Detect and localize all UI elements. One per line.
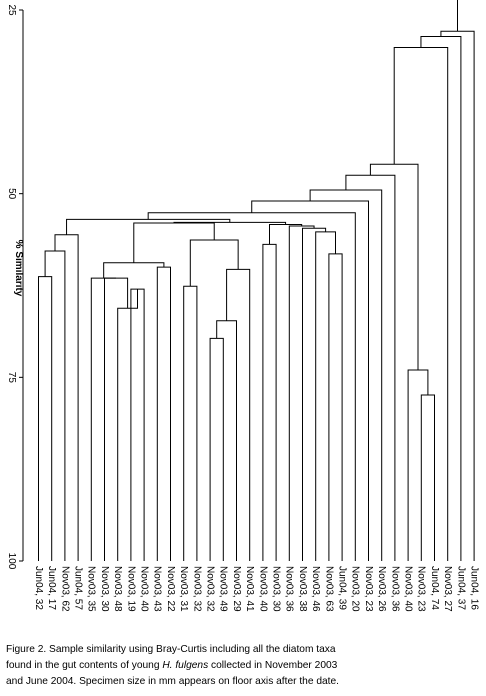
leaf-label: Nov03, 38: [297, 566, 308, 612]
y-axis-title: % Similarity: [13, 240, 24, 297]
leaf-label: Jun04, 32: [33, 566, 44, 610]
leaf-label: Nov03, 26: [376, 566, 387, 612]
leaf-label: Nov03, 31: [178, 566, 189, 612]
dendrogram-branch: [420, 35, 462, 561]
dendrogram-branches: [38, 0, 475, 561]
leaf-label: Jun04, 17: [46, 566, 57, 610]
leaf-label: Nov03, 29: [231, 566, 242, 612]
caption-line-2-start: found in the gut contents of young: [6, 660, 163, 671]
leaf-label: Nov03, 23: [363, 566, 374, 612]
dendrogram-branch: [288, 225, 315, 561]
dendrogram-branch: [189, 239, 239, 287]
caption-line-1: Figure 2. Sample similarity using Bray-C…: [6, 644, 336, 655]
caption-line-2-end: collected in November 2003: [208, 660, 338, 671]
leaf-label: Nov03, 41: [244, 566, 255, 612]
leaf-label: Nov03, 49: [218, 566, 229, 612]
dendrogram-branch: [44, 250, 66, 561]
dendrogram-branch: [369, 163, 419, 370]
dendrogram-branch: [269, 224, 303, 245]
leaf-label: Nov03, 62: [59, 566, 70, 612]
figure-caption: Figure 2. Sample similarity using Bray-C…: [6, 642, 480, 690]
dendrogram-branch: [103, 262, 165, 279]
dendrogram-branch: [117, 289, 138, 561]
leaf-labels: Jun04, 32 Jun04, 17 Nov03, 62 Jun04, 57 Nov0…: [33, 566, 480, 612]
leaf-label: Jun04, 57: [72, 566, 83, 610]
dendrogram-branch: [262, 243, 277, 561]
dendrogram-branch: [420, 394, 435, 561]
leaf-label: Nov03, 36: [389, 566, 400, 612]
y-tick-label: 100: [6, 553, 17, 570]
dendrogram-branch: [54, 234, 79, 561]
dendrogram-branch: [302, 227, 327, 561]
leaf-label: Nov03, 23: [416, 566, 427, 612]
leaf-label: Nov03, 32: [204, 566, 215, 612]
dendrogram-branch: [38, 276, 53, 561]
y-tick-label: 25: [6, 4, 17, 16]
leaf-label: Nov03, 22: [165, 566, 176, 612]
caption-line-3: and June 2004. Specimen size in mm appea…: [6, 676, 339, 687]
dendrogram-branch: [315, 231, 336, 561]
leaf-label: Nov03, 30: [99, 566, 110, 612]
leaf-label: Nov03, 40: [257, 566, 268, 612]
dendrogram-branch: [407, 369, 429, 561]
leaf-label: Jun04, 16: [468, 566, 479, 610]
y-axis: 25 50 75 100: [6, 4, 24, 570]
dendrogram-branch: [251, 200, 369, 561]
dendrogram-branch: [173, 221, 287, 225]
dendrogram-branch: [147, 212, 356, 561]
dendrogram-branch: [226, 268, 251, 561]
dendrogram-branch: [345, 174, 396, 561]
leaf-label: Nov03, 40: [402, 566, 413, 612]
leaf-label: Nov03, 27: [442, 566, 453, 612]
leaf-label: Nov03, 20: [350, 566, 361, 612]
leaf-label: Nov03, 19: [125, 566, 136, 612]
leaf-label: Jun04, 74: [429, 566, 440, 610]
y-tick-label: 75: [6, 372, 17, 384]
dendrogram-branch: [309, 189, 383, 561]
dendrogram-branch: [130, 288, 145, 561]
leaf-label: Nov03, 36: [284, 566, 295, 612]
dendrogram-branch: [440, 30, 475, 561]
dendrogram-branch: [66, 218, 231, 235]
leaf-label: Nov03, 43: [152, 566, 163, 612]
dendrogram-branch: [133, 222, 215, 263]
leaf-label: Nov03, 40: [138, 566, 149, 612]
leaf-label: Nov03, 32: [191, 566, 202, 612]
leaf-label: Nov03, 35: [86, 566, 97, 612]
leaf-label: Nov03, 48: [112, 566, 123, 612]
leaf-label: Nov03, 30: [270, 566, 281, 612]
dendrogram-branch: [156, 266, 171, 561]
dendrogram-branch: [216, 320, 237, 561]
dendrogram-branch: [328, 253, 343, 561]
dendrogram-branch: [183, 285, 198, 561]
leaf-label: Nov03, 63: [323, 566, 334, 612]
dendrogram-branch: [90, 277, 117, 561]
dendrogram-branch: [209, 337, 224, 561]
dendrogram-branch: [104, 277, 129, 561]
leaf-label: Jun04, 37: [455, 566, 466, 610]
leaf-label: Nov03, 46: [310, 566, 321, 612]
y-tick-label: 50: [6, 188, 17, 200]
leaf-label: Jun04, 39: [336, 566, 347, 610]
caption-species-name: H. fulgens: [162, 660, 209, 671]
